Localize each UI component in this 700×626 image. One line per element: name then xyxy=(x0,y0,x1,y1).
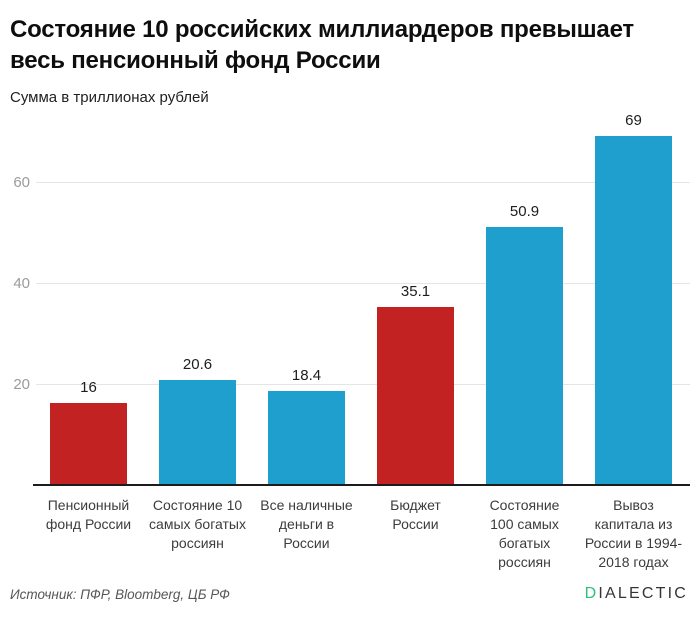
source-note: Источник: ПФР, Bloomberg, ЦБ РФ xyxy=(10,586,230,602)
bar-value-label-1: 20.6 xyxy=(182,356,213,374)
x-category-label-0: Пенсионный фонд России xyxy=(45,497,132,532)
bar-0 xyxy=(50,403,127,484)
title-line-1: Состояние 10 российских миллиардеров пре… xyxy=(10,16,634,43)
bar-4 xyxy=(486,227,563,484)
footer: Источник: ПФР, Bloomberg, ЦБ РФ DIALECTI… xyxy=(10,582,688,606)
gridline-20 xyxy=(36,384,690,386)
page-title: Состояние 10 российских миллиардеров пре… xyxy=(0,0,700,76)
logo-accent-letter: D xyxy=(584,585,599,602)
bar-2 xyxy=(268,391,345,484)
x-category-label-4: Состояние 100 самых богатых россиян xyxy=(489,497,560,570)
x-category-label-2: Все наличные деньги в России xyxy=(260,497,353,551)
bar-value-label-4: 50.9 xyxy=(509,203,540,221)
x-axis-labels: Пенсионный фонд России Состояние 10 самых… xyxy=(0,486,700,578)
bar-value-label-2: 18.4 xyxy=(291,367,322,385)
x-category-label-3: Бюджет России xyxy=(390,497,441,532)
y-tick-label-60: 60 xyxy=(13,174,30,192)
bar-value-label-0: 16 xyxy=(80,379,97,397)
y-tick-label-40: 40 xyxy=(13,275,30,293)
logo-rest: IALECTIC xyxy=(598,585,688,602)
x-category-label-5: Вывоз капитала из России в 1994- 2018 го… xyxy=(584,497,683,570)
bar-value-label-5: 69 xyxy=(625,111,642,129)
title-line-2: весь пенсионный фонд России xyxy=(10,47,381,74)
bar-value-label-3: 35.1 xyxy=(400,282,431,300)
gridline-60 xyxy=(36,182,690,184)
bar-5 xyxy=(595,135,672,484)
bar-3 xyxy=(377,306,454,484)
bar-1 xyxy=(159,380,236,484)
x-category-label-1: Состояние 10 самых богатых россиян xyxy=(149,497,246,551)
gridline-40 xyxy=(36,283,690,285)
bar-chart: 20 40 60 16 20.6 18.4 35.1 50.9 69 xyxy=(0,110,700,486)
x-axis-line xyxy=(33,484,690,486)
chart-subtitle: Сумма в триллионах рублей xyxy=(10,89,209,106)
dialectic-logo: DIALECTIC xyxy=(585,585,688,603)
y-tick-label-20: 20 xyxy=(13,376,30,394)
